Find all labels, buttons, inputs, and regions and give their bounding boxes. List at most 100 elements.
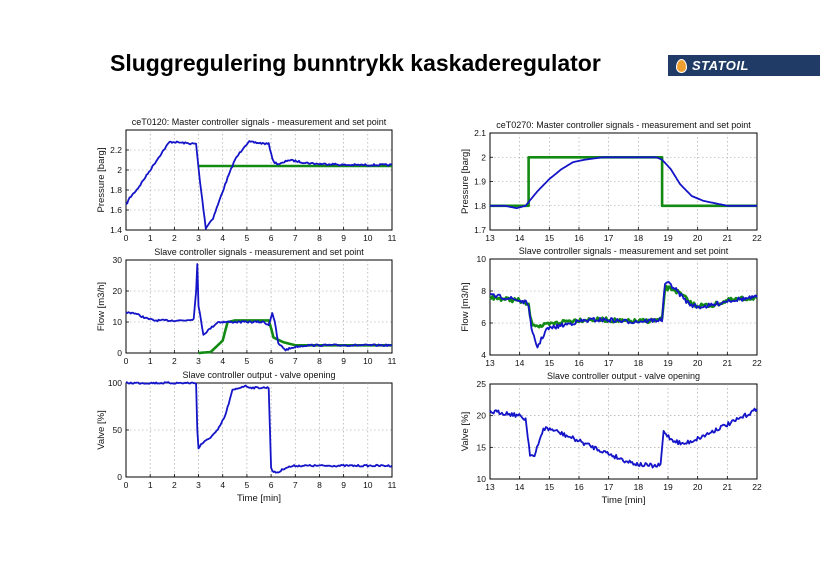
L2-y-tick-label: 0: [117, 348, 122, 358]
L1-plot-frame: [125, 129, 393, 231]
R1-x-tick-label: 18: [634, 233, 644, 243]
R1-x-tick-label: 15: [545, 233, 555, 243]
R2-x-tick-label: 19: [663, 358, 673, 368]
R3-x-tick-label: 22: [752, 482, 762, 492]
L3-x-tick-label: 8: [317, 480, 322, 490]
L3-x-tick-label: 9: [341, 480, 346, 490]
L2-y-tick-label: 10: [113, 317, 123, 327]
L3-x-tick-label: 10: [363, 480, 373, 490]
L1-y-tick-label: 1.8: [110, 185, 122, 195]
L1-x-tick-label: 11: [388, 233, 397, 243]
R1-x-tick-label: 22: [752, 233, 762, 243]
statoil-drop-icon: [676, 58, 687, 73]
L1-x-tick-label: 2: [172, 233, 177, 243]
R2-x-tick-label: 21: [723, 358, 733, 368]
L2-y-axis-label: Flow [m3/h]: [96, 282, 107, 331]
R1-x-tick-label: 16: [574, 233, 584, 243]
L2-chart-title: Slave controller signals - measurement a…: [154, 247, 364, 257]
L1-chart-title: ceT0120: Master controller signals - mea…: [132, 117, 387, 127]
L3-x-tick-label: 3: [196, 480, 201, 490]
R1-x-tick-label: 14: [515, 233, 525, 243]
L2-x-tick-label: 8: [317, 356, 322, 366]
R3-x-tick-label: 18: [634, 482, 644, 492]
L1-y-axis-label: Pressure [barg]: [96, 148, 107, 213]
R1-y-axis-label: Pressure [barg]: [460, 149, 471, 214]
R3-x-axis-label: Time [min]: [602, 495, 646, 506]
L3-y-tick-label: 50: [113, 425, 123, 435]
slide-title: Sluggregulering bunntrykk kaskaderegulat…: [110, 50, 601, 76]
R1-y-tick-label: 2: [481, 152, 486, 162]
L2-y-tick-label: 30: [113, 255, 123, 265]
R1-x-tick-label: 13: [485, 233, 495, 243]
L2-x-tick-label: 2: [172, 356, 177, 366]
L1-x-tick-label: 7: [293, 233, 298, 243]
L1-measurement-line: [125, 140, 393, 230]
L1-x-tick-label: 9: [341, 233, 346, 243]
R1-x-tick-label: 21: [723, 233, 733, 243]
R1-x-tick-label: 17: [604, 233, 614, 243]
R1-x-tick-label: 19: [663, 233, 673, 243]
R3-x-tick-label: 14: [515, 482, 525, 492]
L3-y-tick-label: 100: [108, 378, 122, 388]
R3-y-tick-label: 15: [477, 442, 487, 452]
L3-x-tick-label: 5: [245, 480, 250, 490]
R2-y-axis-label: Flow [m3/h]: [460, 282, 471, 331]
R2-x-tick-label: 18: [634, 358, 644, 368]
L1-x-tick-label: 8: [317, 233, 322, 243]
L3-y-axis-label: Valve [%]: [96, 410, 107, 449]
R1-chart-title: ceT0270: Master controller signals - mea…: [496, 120, 751, 130]
L2-x-tick-label: 9: [341, 356, 346, 366]
R3-y-tick-label: 20: [477, 411, 487, 421]
R1-y-tick-label: 1.8: [474, 201, 486, 211]
R3-x-tick-label: 16: [574, 482, 584, 492]
R1-x-tick-label: 20: [693, 233, 703, 243]
L3-x-tick-label: 0: [124, 480, 129, 490]
L3-x-tick-label: 7: [293, 480, 298, 490]
R1-y-tick-label: 1.7: [474, 225, 486, 235]
L2-x-tick-label: 4: [220, 356, 225, 366]
L2-plot-frame: [125, 259, 393, 354]
R1-y-tick-label: 2.1: [474, 128, 486, 138]
R3-measurement-line: [489, 407, 758, 469]
L1-x-tick-label: 10: [363, 233, 373, 243]
L1-x-tick-label: 6: [269, 233, 274, 243]
L2-x-tick-label: 1: [148, 356, 153, 366]
R2-x-tick-label: 17: [604, 358, 614, 368]
R2-y-tick-label: 6: [481, 318, 486, 328]
L2-x-tick-label: 0: [124, 356, 129, 366]
L1-y-tick-label: 2.2: [110, 145, 122, 155]
R3-x-tick-label: 17: [604, 482, 614, 492]
logo-text: STATOIL: [692, 58, 749, 73]
L3-chart-title: Slave controller output - valve opening: [182, 370, 335, 380]
R3-chart-title: Slave controller output - valve opening: [547, 371, 700, 381]
L3-x-tick-label: 1: [148, 480, 153, 490]
L3-x-tick-label: 2: [172, 480, 177, 490]
R3-x-tick-label: 15: [545, 482, 555, 492]
L2-x-tick-label: 11: [388, 356, 397, 366]
R2-y-tick-label: 4: [481, 350, 486, 360]
L2-y-tick-label: 20: [113, 286, 123, 296]
R3-plot-frame: [489, 383, 758, 480]
R3-y-tick-label: 25: [477, 379, 487, 389]
L1-x-tick-label: 5: [245, 233, 250, 243]
R3-x-tick-label: 21: [723, 482, 733, 492]
R2-y-tick-label: 10: [477, 254, 487, 264]
R3-x-tick-label: 20: [693, 482, 703, 492]
L2-x-tick-label: 7: [293, 356, 298, 366]
L2-x-tick-label: 6: [269, 356, 274, 366]
L1-x-tick-label: 4: [220, 233, 225, 243]
R2-x-tick-label: 15: [545, 358, 555, 368]
R2-y-tick-label: 8: [481, 286, 486, 296]
R2-x-tick-label: 22: [752, 358, 762, 368]
R2-x-tick-label: 13: [485, 358, 495, 368]
R2-x-tick-label: 20: [693, 358, 703, 368]
L1-x-tick-label: 1: [148, 233, 153, 243]
L3-x-tick-label: 4: [220, 480, 225, 490]
L1-x-tick-label: 3: [196, 233, 201, 243]
L3-x-tick-label: 6: [269, 480, 274, 490]
L3-y-tick-label: 0: [117, 472, 122, 482]
L1-y-tick-label: 2: [117, 165, 122, 175]
L2-x-tick-label: 5: [245, 356, 250, 366]
R2-x-tick-label: 14: [515, 358, 525, 368]
R2-chart-title: Slave controller signals - measurement a…: [519, 246, 729, 256]
